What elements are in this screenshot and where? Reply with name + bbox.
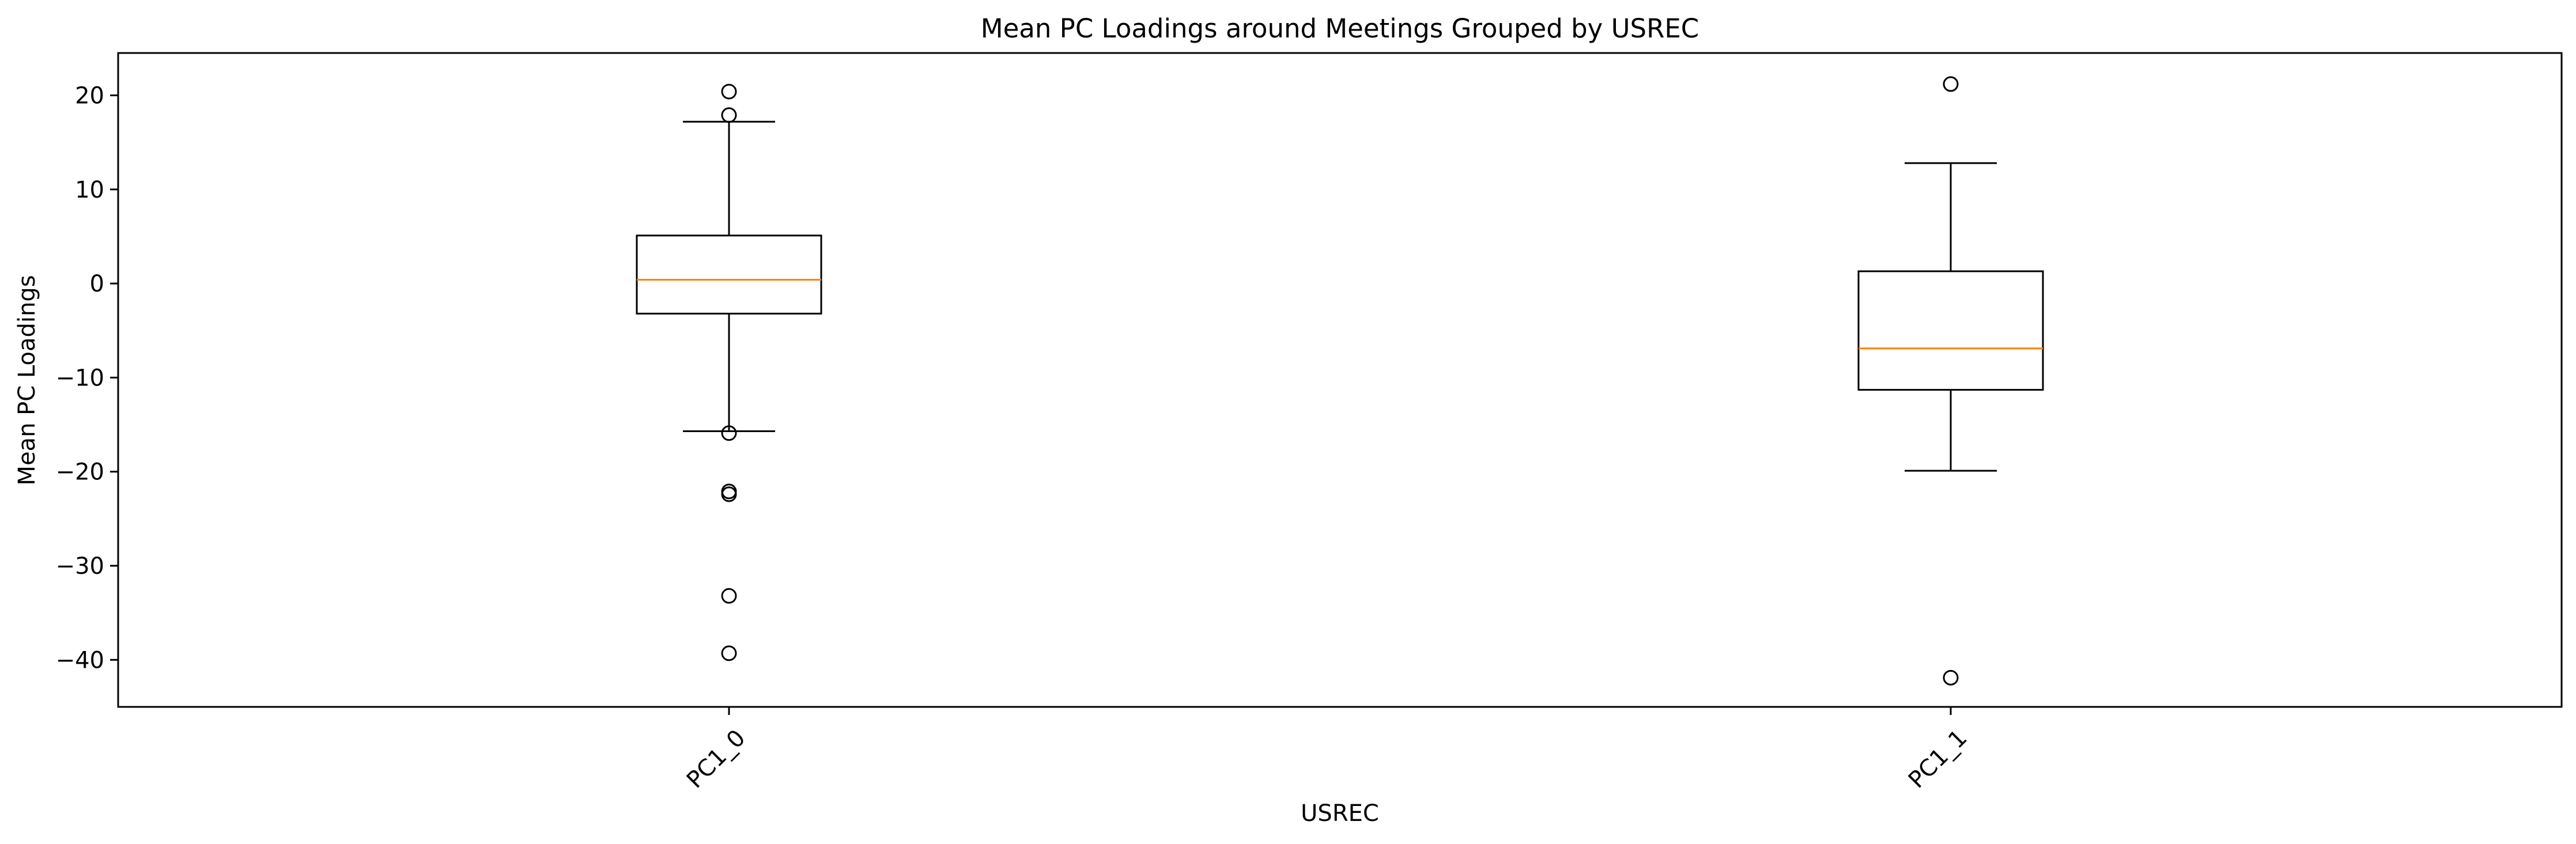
box-group: [1857, 76, 2044, 686]
outlier-point: [721, 588, 737, 604]
x-axis-label: USREC: [1301, 800, 1379, 827]
outlier-point: [721, 425, 737, 441]
plot-area: [117, 52, 2563, 708]
outlier-point: [1943, 76, 1959, 92]
boxes: [636, 76, 2044, 686]
outlier-point: [721, 645, 737, 661]
box: [1857, 270, 2044, 391]
outlier-point: [721, 107, 737, 123]
box: [636, 234, 822, 315]
outlier-point: [1943, 669, 1959, 686]
box-group: [636, 84, 822, 661]
y-tick-label: 20: [75, 82, 104, 109]
y-tick-label: −30: [56, 553, 104, 580]
y-tick-label: −40: [56, 647, 104, 673]
y-axis: 20 10 0 −10 −20 −30 −40: [56, 82, 118, 673]
outlier-point: [721, 84, 737, 100]
y-tick-label: −20: [56, 459, 104, 486]
y-axis-label: Mean PC Loadings: [14, 275, 40, 485]
outlier-point: [721, 486, 737, 502]
y-tick-label: 10: [75, 177, 104, 203]
chart-title: Mean PC Loadings around Meetings Grouped…: [981, 13, 1699, 44]
y-tick-label: −10: [56, 365, 104, 391]
y-tick-label: 0: [90, 271, 104, 297]
